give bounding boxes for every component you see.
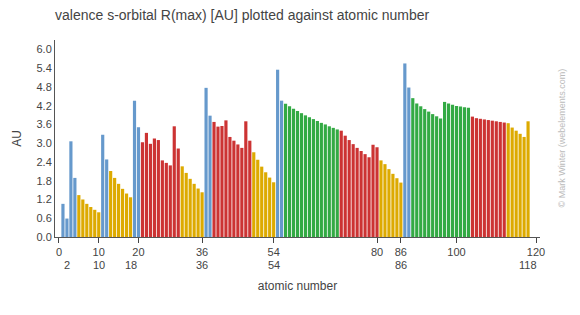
svg-text:5.4: 5.4 — [37, 62, 52, 74]
svg-text:© Mark Winter (webelements.com: © Mark Winter (webelements.com) — [557, 69, 567, 208]
svg-text:2.4: 2.4 — [37, 156, 52, 168]
svg-text:18: 18 — [125, 259, 137, 271]
svg-text:86: 86 — [395, 259, 407, 271]
svg-text:2: 2 — [64, 259, 70, 271]
svg-text:4.8: 4.8 — [37, 81, 52, 93]
svg-text:3.6: 3.6 — [37, 118, 52, 130]
svg-text:54: 54 — [268, 259, 280, 271]
svg-text:1.8: 1.8 — [37, 175, 52, 187]
svg-text:20: 20 — [132, 246, 144, 258]
svg-text:valence s-orbital R(max) [AU]: valence s-orbital R(max) [AU] plotted ag… — [55, 7, 430, 23]
svg-text:118: 118 — [519, 259, 537, 271]
svg-text:36: 36 — [196, 246, 208, 258]
svg-text:6.0: 6.0 — [37, 43, 52, 55]
svg-text:120: 120 — [527, 246, 545, 258]
svg-text:3.0: 3.0 — [37, 137, 52, 149]
svg-text:10: 10 — [93, 246, 105, 258]
svg-text:4.2: 4.2 — [37, 100, 52, 112]
svg-text:36: 36 — [196, 259, 208, 271]
svg-text:0.0: 0.0 — [37, 231, 52, 243]
svg-text:100: 100 — [447, 246, 465, 258]
svg-text:AU: AU — [10, 130, 24, 147]
svg-text:86: 86 — [395, 246, 407, 258]
svg-text:10: 10 — [93, 259, 105, 271]
svg-text:0.6: 0.6 — [37, 212, 52, 224]
svg-text:80: 80 — [371, 246, 383, 258]
svg-text:atomic number: atomic number — [258, 279, 337, 293]
svg-text:0: 0 — [56, 246, 62, 258]
svg-text:54: 54 — [268, 246, 280, 258]
svg-text:1.2: 1.2 — [37, 193, 52, 205]
